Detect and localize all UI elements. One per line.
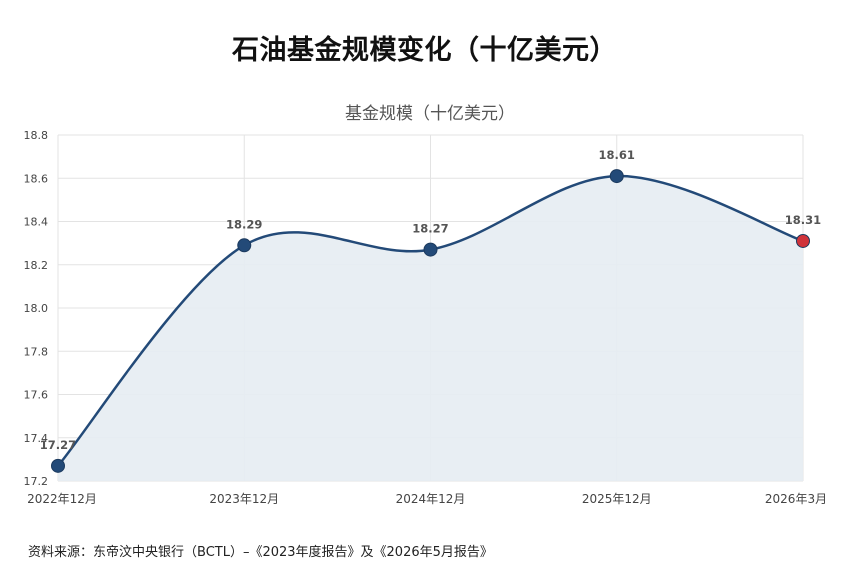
page-title: 石油基金规模变化（十亿美元）: [232, 35, 617, 66]
x-tick-label: 2025年12月: [582, 492, 652, 506]
chart-title: 基金规模（十亿美元）: [345, 104, 515, 124]
data-points: [51, 169, 810, 473]
area-fill: [58, 176, 803, 481]
y-tick-label: 18.4: [24, 216, 49, 229]
data-label: 18.27: [412, 222, 448, 236]
x-tick-label: 2024年12月: [396, 492, 466, 506]
data-label: 18.31: [785, 213, 821, 227]
y-tick-label: 17.6: [24, 389, 49, 402]
y-tick-label: 18.8: [24, 129, 49, 142]
data-point: [796, 233, 810, 248]
y-tick-label: 17.8: [24, 345, 49, 358]
data-label: 18.61: [599, 148, 635, 162]
x-tick-label: 2026年3月: [765, 492, 827, 506]
data-labels: 17.27 18.29 18.27 18.61 18.31: [40, 148, 821, 452]
source-note: 资料来源：东帝汶中央银行（BCTL）–《2023年度报告》及《2026年5月报告…: [28, 545, 493, 560]
x-tick-label: 2022年12月: [27, 492, 97, 506]
y-tick-label: 18.6: [24, 172, 49, 185]
y-tick-label: 18.0: [24, 302, 49, 315]
area-fill-shape: [58, 176, 803, 481]
data-point: [423, 242, 438, 257]
y-tick-label: 18.2: [24, 259, 49, 272]
data-label: 18.29: [226, 217, 262, 231]
data-point: [609, 169, 624, 184]
y-tick-label: 17.4: [24, 432, 49, 445]
data-label: 17.27: [40, 438, 76, 452]
y-axis-ticks: 17.2 17.4 17.6 17.8 18.0 18.2 18.4 18.6 18.8: [24, 129, 49, 488]
y-tick-label: 17.2: [24, 475, 49, 488]
data-point: [237, 238, 252, 253]
x-tick-label: 2023年12月: [209, 492, 279, 506]
x-axis-ticks: 2022年12月 2023年12月 2024年12月 2025年12月 2026年3月: [27, 492, 827, 506]
data-point: [51, 458, 65, 473]
